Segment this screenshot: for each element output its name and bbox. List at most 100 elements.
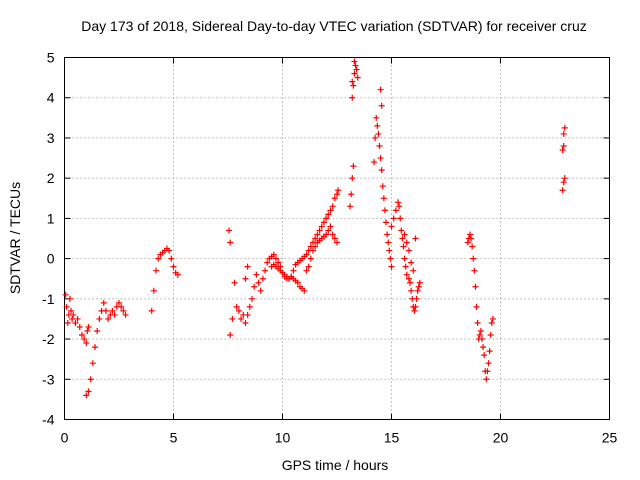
data-point	[100, 299, 107, 306]
data-point	[413, 295, 420, 302]
data-point	[253, 271, 260, 278]
data-point	[411, 307, 418, 314]
data-point	[403, 239, 410, 246]
data-point	[290, 267, 297, 274]
data-point	[270, 251, 277, 258]
data-point	[64, 319, 71, 326]
data-point	[412, 235, 419, 242]
data-point	[120, 307, 127, 314]
data-point	[470, 255, 477, 262]
x-tick-label: 25	[602, 430, 618, 446]
data-point	[307, 255, 314, 262]
data-point	[257, 287, 264, 294]
chart-title: Day 173 of 2018, Sidereal Day-to-day VTE…	[81, 18, 587, 34]
data-point	[487, 332, 494, 339]
data-point	[76, 323, 83, 330]
data-point	[559, 147, 566, 154]
data-point	[481, 352, 488, 359]
data-point	[66, 295, 73, 302]
y-tick-label: -2	[42, 331, 55, 347]
data-point	[397, 215, 404, 222]
data-point	[68, 307, 75, 314]
data-point	[69, 315, 76, 322]
data-point	[488, 319, 495, 326]
plot-frame	[64, 57, 610, 420]
data-point	[229, 315, 236, 322]
data-point	[63, 303, 70, 310]
data-point	[349, 78, 356, 85]
data-point	[238, 315, 245, 322]
data-point	[320, 219, 327, 226]
data-point	[396, 203, 403, 210]
data-point	[415, 283, 422, 290]
data-point	[354, 74, 361, 81]
data-point	[350, 163, 357, 170]
data-point	[464, 239, 471, 246]
data-point	[168, 255, 175, 262]
x-tick-label: 0	[61, 430, 69, 446]
data-point	[388, 263, 395, 270]
data-point	[109, 307, 116, 314]
y-tick-label: 5	[47, 50, 55, 66]
data-point	[174, 271, 181, 278]
data-point	[318, 223, 325, 230]
data-point	[316, 227, 323, 234]
data-point	[334, 191, 340, 198]
data-point	[303, 267, 310, 274]
data-point	[148, 307, 155, 314]
data-point	[85, 388, 92, 395]
data-point	[70, 311, 77, 318]
data-point	[471, 267, 478, 274]
data-point	[383, 219, 390, 226]
data-point	[401, 231, 408, 238]
data-point	[385, 239, 392, 246]
data-point	[150, 287, 157, 294]
data-point	[153, 267, 160, 274]
data-point	[314, 231, 321, 238]
data-point	[334, 239, 340, 246]
data-point	[468, 235, 475, 242]
data-point	[166, 247, 173, 254]
data-point	[155, 255, 162, 262]
data-point	[405, 247, 412, 254]
data-point	[352, 62, 359, 69]
data-point	[89, 360, 96, 367]
data-point	[375, 130, 382, 137]
data-point	[474, 319, 481, 326]
data-point	[348, 191, 355, 198]
data-point	[72, 319, 79, 326]
data-point	[398, 227, 405, 234]
data-point	[472, 283, 479, 290]
data-point	[118, 303, 125, 310]
data-point	[275, 259, 282, 266]
data-point	[386, 247, 393, 254]
data-point	[378, 102, 385, 109]
data-point	[478, 336, 485, 343]
data-point	[416, 279, 423, 286]
data-point	[329, 231, 336, 238]
data-point	[473, 303, 480, 310]
data-point	[78, 332, 85, 339]
data-point	[325, 227, 332, 234]
data-point	[303, 251, 310, 258]
data-point	[560, 179, 567, 186]
data-point	[466, 231, 473, 238]
data-point	[373, 114, 380, 121]
y-tick-label: -1	[42, 291, 55, 307]
data-point	[388, 223, 395, 230]
data-point	[288, 273, 295, 280]
data-point	[170, 263, 177, 270]
y-tick-label: 1	[47, 210, 55, 226]
data-point	[376, 142, 383, 149]
data-point	[248, 295, 255, 302]
y-tick-label: -4	[42, 412, 55, 428]
data-point	[226, 227, 233, 234]
y-tick-label: 4	[47, 90, 55, 106]
data-point	[412, 303, 419, 310]
data-point	[251, 283, 258, 290]
data-point	[87, 376, 94, 383]
data-point	[327, 207, 334, 214]
data-point	[381, 207, 388, 214]
data-point	[384, 231, 391, 238]
